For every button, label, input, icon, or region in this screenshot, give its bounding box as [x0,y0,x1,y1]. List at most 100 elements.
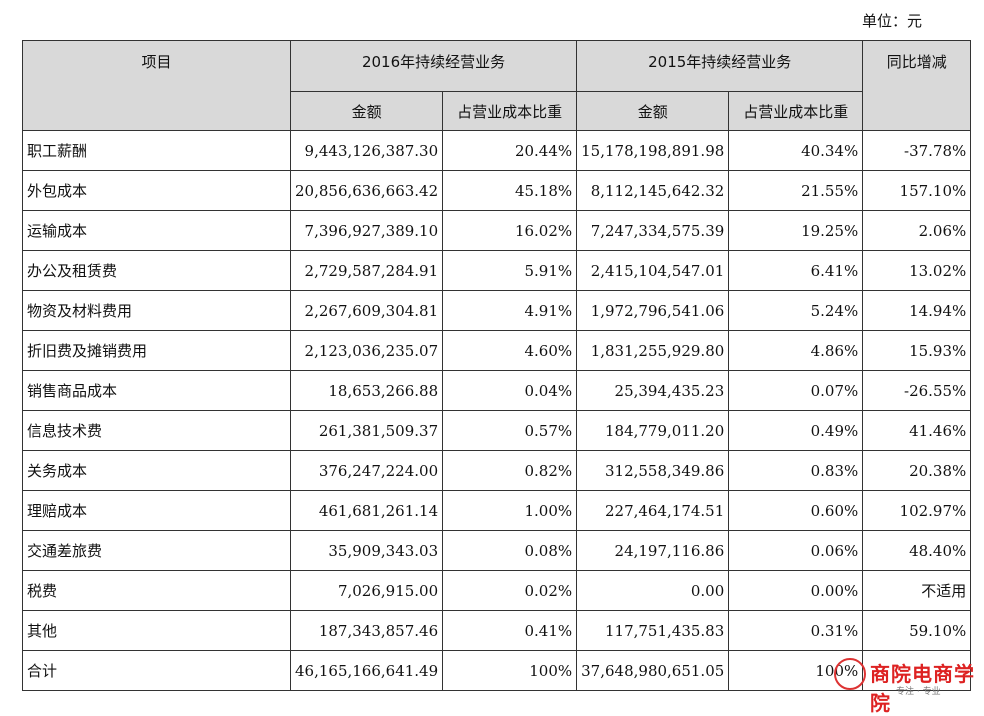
ratio-2016: 0.08% [442,530,578,571]
row-label: 交通差旅费 [22,530,291,571]
ratio-2016: 0.57% [442,410,578,451]
ratio-2015: 0.00% [728,570,864,611]
yoy-change: 48.40% [862,530,972,571]
amount-2016: 376,247,224.00 [289,450,444,491]
amount-2015: 25,394,435.23 [576,370,730,411]
unit-label: 单位：元 [862,12,923,30]
amount-2016: 187,343,857.46 [289,610,444,651]
amount-2016: 20,856,636,663.42 [289,170,444,211]
amount-2016: 2,729,587,284.91 [289,250,444,291]
amount-2015: 15,178,198,891.98 [576,130,730,171]
ratio-2016: 0.04% [442,370,578,411]
yoy-change: -26.55% [862,370,972,411]
yoy-change: 13.02% [862,250,972,291]
table-row: 合计 46,165,166,641.49 100% 37,648,980,651.05… [22,650,972,691]
yoy-change: 41.46% [862,410,972,451]
yoy-change: 102.97% [862,490,972,531]
ratio-2016: 0.41% [442,610,578,651]
ratio-2015: 0.06% [728,530,864,571]
row-label: 外包成本 [22,170,291,211]
logo-icon [834,658,866,690]
yoy-change: 2.06% [862,210,972,251]
amount-2016: 18,653,266.88 [289,370,444,411]
row-label: 理赔成本 [22,490,291,531]
amount-2016: 9,443,126,387.30 [289,130,444,171]
ratio-2015: 4.86% [728,330,864,371]
amount-2016: 7,026,915.00 [289,570,444,611]
amount-2015: 312,558,349.86 [576,450,730,491]
header-amount-2016: 金额 [289,91,444,131]
table-row: 办公及租赁费 2,729,587,284.91 5.91% 2,415,104,547… [22,250,972,291]
ratio-2015: 40.34% [728,130,864,171]
table-row: 交通差旅费 35,909,343.03 0.08% 24,197,116.86 0.06… [22,530,972,571]
ratio-2016: 1.00% [442,490,578,531]
table-row: 理赔成本 461,681,261.14 1.00% 227,464,174.51 0.6… [22,490,972,531]
table-row: 物资及材料费用 2,267,609,304.81 4.91% 1,972,796,54… [22,290,972,331]
ratio-2016: 100% [442,650,578,691]
table-body: 职工薪酬 9,443,126,387.30 20.44% 15,178,198,891… [22,130,972,691]
ratio-2016: 4.91% [442,290,578,331]
header-2016: 2016年持续经营业务 [289,40,578,92]
amount-2015: 227,464,174.51 [576,490,730,531]
amount-2015: 1,972,796,541.06 [576,290,730,331]
row-label: 运输成本 [22,210,291,251]
table-row: 关务成本 376,247,224.00 0.82% 312,558,349.86 0.8… [22,450,972,491]
ratio-2016: 0.82% [442,450,578,491]
amount-2015: 1,831,255,929.80 [576,330,730,371]
row-label: 其他 [22,610,291,651]
ratio-2016: 5.91% [442,250,578,291]
ratio-2015: 0.49% [728,410,864,451]
table-row: 职工薪酬 9,443,126,387.30 20.44% 15,178,198,891… [22,130,972,171]
amount-2016: 2,123,036,235.07 [289,330,444,371]
amount-2015: 8,112,145,642.32 [576,170,730,211]
ratio-2015: 0.31% [728,610,864,651]
row-label: 税费 [22,570,291,611]
ratio-2016: 0.02% [442,570,578,611]
row-label: 关务成本 [22,450,291,491]
ratio-2015: 6.41% [728,250,864,291]
amount-2015: 24,197,116.86 [576,530,730,571]
yoy-change: 59.10% [862,610,972,651]
header-ratio-2015: 占营业成本比重 [728,91,864,131]
table-row: 折旧费及摊销费用 2,123,036,235.07 4.60% 1,831,255,9… [22,330,972,371]
amount-2016: 261,381,509.37 [289,410,444,451]
header-2015: 2015年持续经营业务 [576,40,864,92]
row-label: 信息技术费 [22,410,291,451]
table-row: 销售商品成本 18,653,266.88 0.04% 25,394,435.23 0.0… [22,370,972,411]
ratio-2015: 21.55% [728,170,864,211]
amount-2015: 37,648,980,651.05 [576,650,730,691]
amount-2016: 35,909,343.03 [289,530,444,571]
header-ratio-2016: 占营业成本比重 [442,91,578,131]
amount-2016: 7,396,927,389.10 [289,210,444,251]
ratio-2015: 19.25% [728,210,864,251]
yoy-change: 15.93% [862,330,972,371]
row-label: 合计 [22,650,291,691]
ratio-2016: 16.02% [442,210,578,251]
ratio-2016: 45.18% [442,170,578,211]
amount-2015: 7,247,334,575.39 [576,210,730,251]
header-amount-2015: 金额 [576,91,730,131]
table-row: 外包成本 20,856,636,663.42 45.18% 8,112,145,642… [22,170,972,211]
ratio-2016: 20.44% [442,130,578,171]
row-label: 职工薪酬 [22,130,291,171]
yoy-change: 14.94% [862,290,972,331]
ratio-2015: 0.83% [728,450,864,491]
ratio-2015: 0.07% [728,370,864,411]
yoy-change: 不适用 [862,570,972,611]
table-row: 税费 7,026,915.00 0.02% 0.00 0.00% 不适用 [22,570,972,611]
amount-2016: 46,165,166,641.49 [289,650,444,691]
ratio-2015: 0.60% [728,490,864,531]
table-row: 运输成本 7,396,927,389.10 16.02% 7,247,334,575.… [22,210,972,251]
amount-2015: 2,415,104,547.01 [576,250,730,291]
amount-2015: 0.00 [576,570,730,611]
amount-2015: 184,779,011.20 [576,410,730,451]
amount-2016: 461,681,261.14 [289,490,444,531]
cost-table: 项目 2016年持续经营业务 2015年持续经营业务 同比增减 金额 占营业成本… [22,40,972,691]
yoy-change: 157.10% [862,170,972,211]
row-label: 销售商品成本 [22,370,291,411]
table-row: 信息技术费 261,381,509.37 0.57% 184,779,011.20 0.… [22,410,972,451]
amount-2016: 2,267,609,304.81 [289,290,444,331]
row-label: 办公及租赁费 [22,250,291,291]
yoy-change: -37.78% [862,130,972,171]
table-row: 其他 187,343,857.46 0.41% 117,751,435.83 0.31%… [22,610,972,651]
